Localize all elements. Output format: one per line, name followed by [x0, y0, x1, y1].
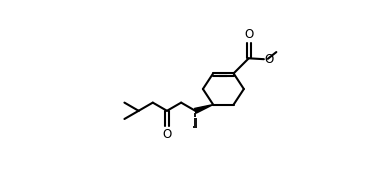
Polygon shape	[194, 105, 213, 113]
Text: O: O	[265, 53, 274, 66]
Text: O: O	[162, 129, 171, 142]
Text: O: O	[244, 28, 253, 41]
